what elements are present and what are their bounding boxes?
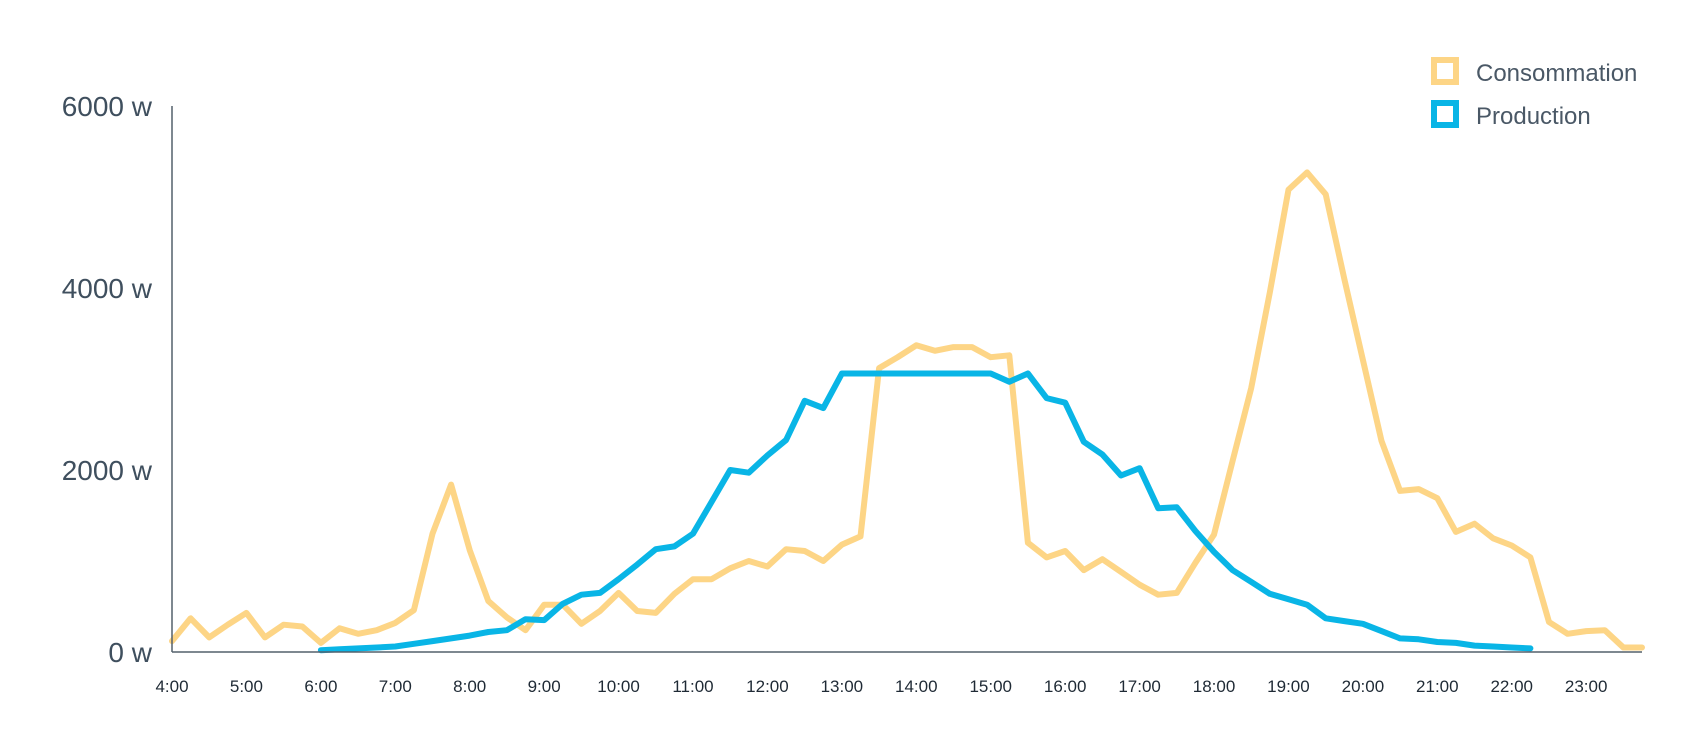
x-tick-label: 6:00 (304, 677, 337, 696)
x-tick-label: 22:00 (1490, 677, 1533, 696)
x-tick-label: 13:00 (821, 677, 864, 696)
axes (171, 106, 1642, 653)
x-tick-label: 14:00 (895, 677, 938, 696)
x-tick-label: 19:00 (1267, 677, 1310, 696)
x-tick-label: 12:00 (746, 677, 789, 696)
x-tick-label: 4:00 (155, 677, 188, 696)
x-tick-label: 9:00 (528, 677, 561, 696)
series-line-production (317, 370, 1534, 654)
legend: Consommation Production (1431, 57, 1637, 130)
x-tick-label: 7:00 (379, 677, 412, 696)
x-tick-label: 23:00 (1565, 677, 1608, 696)
legend-label-production: Production (1476, 103, 1591, 130)
x-tick-label: 21:00 (1416, 677, 1459, 696)
x-tick-label: 11:00 (672, 677, 713, 696)
x-tick-label: 16:00 (1044, 677, 1087, 696)
legend-swatch-production (1431, 100, 1459, 128)
legend-swatch-consommation (1431, 57, 1459, 85)
legend-label-consommation: Consommation (1476, 60, 1637, 87)
y-tick-label-2000: 2000 w (62, 455, 153, 486)
y-tick-label-0: 0 w (108, 637, 152, 668)
x-tick-label: 18:00 (1193, 677, 1236, 696)
x-tick-labels: 4:00 5:00 6:00 7:00 8:00 9:00 10:00 11:0… (155, 677, 1607, 696)
y-tick-labels: 0 w 2000 w 4000 w 6000 w (62, 91, 153, 668)
y-tick-label-6000: 6000 w (62, 91, 153, 122)
x-tick-label: 10:00 (597, 677, 640, 696)
x-tick-label: 5:00 (230, 677, 263, 696)
series-lines (169, 169, 1645, 654)
y-tick-label-4000: 4000 w (62, 273, 153, 304)
series-line-consommation (169, 169, 1645, 651)
x-tick-label: 20:00 (1342, 677, 1385, 696)
x-tick-label: 8:00 (453, 677, 486, 696)
x-tick-label: 17:00 (1118, 677, 1161, 696)
x-tick-label: 15:00 (969, 677, 1012, 696)
